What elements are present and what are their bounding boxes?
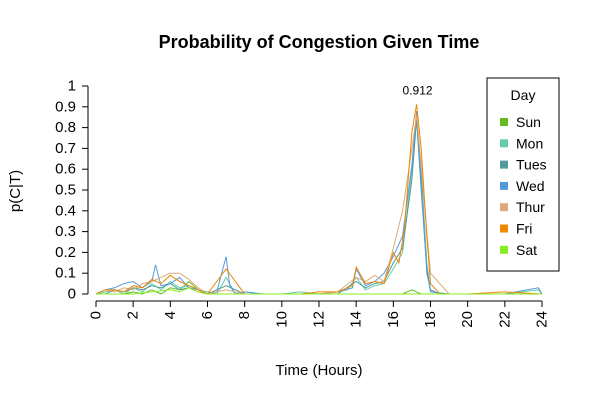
x-tick-label: 10	[273, 311, 290, 328]
x-tick-label: 22	[496, 311, 513, 328]
legend-label-tues: Tues	[516, 157, 547, 173]
y-tick-label: 0.4	[55, 202, 76, 219]
plot-area	[96, 104, 542, 294]
peak-annotation: 0.912	[403, 83, 433, 97]
x-axis-label: Time (Hours)	[276, 362, 363, 379]
x-tick-label: 18	[422, 311, 439, 328]
series-line-thur	[96, 115, 542, 294]
x-tick-label: 8	[236, 311, 253, 319]
series-line-tues	[96, 119, 542, 294]
x-tick-label: 0	[88, 311, 105, 319]
x-tick-label: 20	[459, 311, 476, 328]
x-tick-label: 24	[534, 311, 551, 328]
x-tick-label: 6	[199, 311, 216, 319]
legend-label-thur: Thur	[516, 199, 545, 215]
y-axis: 0 0.1 0.2 0.3 0.4 0.5 0.6 0.7 0.8 0.9 1	[55, 78, 88, 303]
y-tick-label: 0.9	[55, 98, 76, 115]
x-tick-label: 16	[385, 311, 402, 328]
legend-label-sat: Sat	[516, 242, 537, 258]
chart-title: Probability of Congestion Given Time	[159, 32, 480, 52]
y-axis-label: p(C|T)	[7, 170, 24, 212]
x-tick-label: 4	[162, 311, 179, 319]
legend-label-fri: Fri	[516, 221, 532, 237]
y-tick-label: 0	[68, 286, 76, 303]
series-line-fri	[96, 104, 542, 294]
x-axis: 0 2 4 6 8 10 12 14 16 18 20 22 24	[88, 301, 551, 328]
legend-label-mon: Mon	[516, 135, 543, 151]
x-tick-label: 2	[125, 311, 142, 319]
legend: Day Sun Mon Tues Wed Thur Fri Sat	[487, 78, 559, 271]
legend-swatch-tues	[500, 161, 508, 169]
legend-swatch-thur	[500, 203, 508, 211]
legend-swatch-fri	[500, 225, 508, 233]
legend-title: Day	[511, 87, 536, 103]
legend-swatch-mon	[500, 139, 508, 147]
y-tick-label: 0.1	[55, 265, 76, 282]
y-tick-label: 0.2	[55, 244, 76, 261]
y-tick-label: 0.8	[55, 119, 76, 136]
y-tick-label: 0.3	[55, 223, 76, 240]
y-tick-label: 0.5	[55, 182, 76, 199]
series-line-mon	[96, 115, 542, 294]
x-tick-label: 12	[311, 311, 328, 328]
y-tick-label: 0.7	[55, 140, 76, 157]
series-line-wed	[96, 111, 542, 294]
y-tick-label: 0.6	[55, 161, 76, 178]
x-tick-label: 14	[348, 311, 365, 328]
legend-swatch-sun	[500, 118, 508, 126]
legend-swatch-wed	[500, 182, 508, 190]
legend-swatch-sat	[500, 246, 508, 254]
legend-label-wed: Wed	[516, 178, 545, 194]
legend-label-sun: Sun	[516, 114, 541, 130]
y-tick-label: 1	[68, 78, 76, 95]
